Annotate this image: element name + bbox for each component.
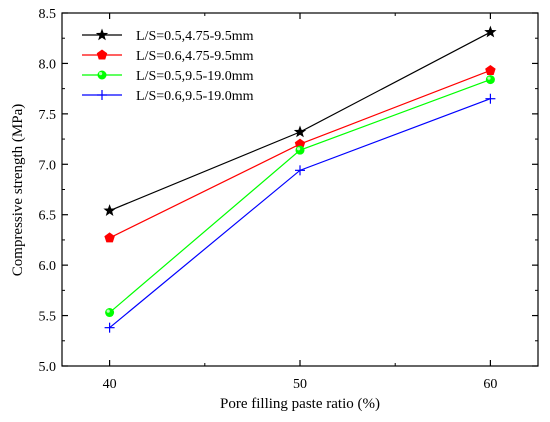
star-marker: [293, 125, 307, 138]
star-marker: [484, 25, 497, 38]
legend: L/S=0.5,4.75-9.5mm L/S=0.6,4.75-9.5mm L/S=…: [82, 28, 254, 104]
x-tick-label: 40: [103, 377, 117, 392]
series-1: [103, 25, 497, 216]
pentagon-marker: [294, 138, 306, 149]
y-tick-label: 5.5: [39, 310, 57, 325]
circle-marker-highlight: [99, 72, 103, 76]
series-3: [105, 75, 495, 318]
circle-marker-highlight: [487, 76, 491, 80]
legend-item: L/S=0.6,9.5-19.0mm: [82, 89, 254, 104]
x-axis-title: Pore filling paste ratio (%): [220, 396, 380, 412]
y-tick-label: 7.5: [39, 108, 57, 123]
series-2: [104, 64, 496, 243]
series-line: [109, 79, 491, 314]
legend-item: L/S=0.5,4.75-9.5mm: [82, 28, 254, 44]
legend-item: L/S=0.6,4.75-9.5mm: [82, 49, 254, 64]
series-layer: [103, 25, 497, 333]
circle-marker-highlight: [297, 147, 301, 151]
y-tick-label: 6.0: [39, 259, 57, 274]
circle-marker: [97, 70, 107, 80]
x-axis: 40 50 60: [103, 13, 497, 392]
y-axis: 5.0 5.5 6.0 6.5 7.0 7.5 8.0 8.5: [39, 7, 538, 375]
legend-label: L/S=0.6,9.5-19.0mm: [136, 89, 254, 104]
pentagon-marker: [96, 49, 108, 60]
series-4: [104, 93, 496, 333]
pentagon-marker: [104, 232, 115, 243]
y-tick-label: 7.0: [39, 158, 57, 173]
legend-item: L/S=0.5,9.5-19.0mm: [82, 69, 254, 84]
y-tick-label: 8.0: [39, 57, 57, 72]
legend-label: L/S=0.5,9.5-19.0mm: [136, 69, 254, 84]
legend-label: L/S=0.6,4.75-9.5mm: [136, 49, 254, 64]
star-marker: [103, 204, 116, 216]
x-tick-label: 50: [293, 377, 307, 392]
y-tick-label: 8.5: [39, 7, 57, 22]
legend-label: L/S=0.5,4.75-9.5mm: [136, 29, 254, 44]
circle-marker: [105, 308, 115, 318]
star-marker: [95, 28, 109, 41]
y-tick-label: 6.5: [39, 209, 57, 224]
pentagon-marker: [485, 64, 496, 75]
plot-frame: [61, 12, 539, 367]
circle-marker-highlight: [106, 309, 110, 313]
x-tick-label: 60: [483, 377, 497, 392]
y-tick-label: 5.0: [39, 360, 57, 375]
circle-marker: [295, 145, 305, 155]
circle-marker: [485, 75, 495, 85]
y-axis-title: Compressive strength (MPa): [10, 104, 26, 276]
